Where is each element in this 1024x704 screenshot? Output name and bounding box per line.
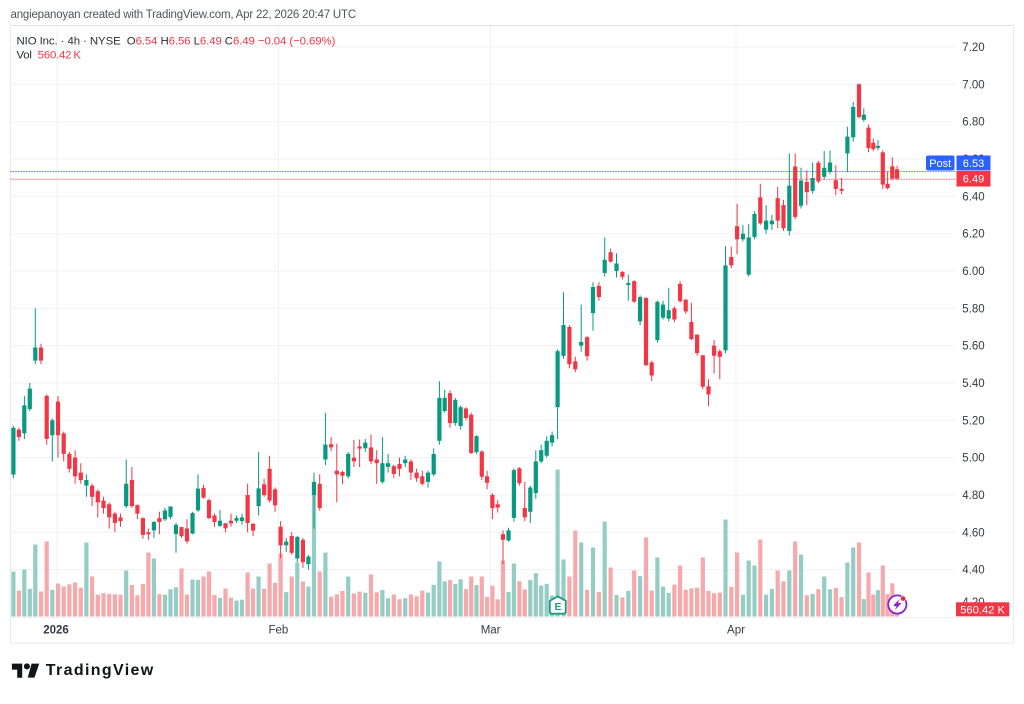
svg-text:TradingView: TradingView	[46, 662, 155, 679]
svg-text:E: E	[554, 601, 561, 613]
svg-text:Mar: Mar	[481, 625, 501, 637]
svg-text:6.40: 6.40	[962, 191, 984, 203]
svg-text:4.60: 4.60	[962, 527, 984, 539]
svg-text:6.80: 6.80	[962, 117, 984, 129]
svg-text:5.20: 5.20	[962, 415, 984, 427]
svg-text:4.40: 4.40	[962, 565, 984, 577]
svg-text:5.00: 5.00	[962, 453, 984, 465]
svg-text:6.49: 6.49	[963, 174, 984, 186]
svg-text:6.53: 6.53	[963, 158, 984, 170]
svg-text:5.40: 5.40	[962, 378, 984, 390]
svg-text:4.80: 4.80	[962, 490, 984, 502]
svg-text:NIO Inc. · 4h · NYSE O6.54 H6: NIO Inc. · 4h · NYSE O6.54 H6.56 L6.49 C…	[17, 36, 336, 48]
svg-text:560.42 K: 560.42 K	[960, 604, 1005, 616]
svg-text:Post: Post	[929, 158, 951, 170]
svg-text:5.60: 5.60	[962, 341, 984, 353]
svg-text:7.20: 7.20	[962, 42, 984, 54]
svg-text:7.00: 7.00	[962, 79, 984, 91]
svg-text:6.00: 6.00	[962, 266, 984, 278]
svg-text:Feb: Feb	[268, 625, 288, 637]
svg-text:6.20: 6.20	[962, 229, 984, 241]
svg-text:Vol 560.42 K: Vol 560.42 K	[17, 50, 82, 62]
svg-text:2026: 2026	[43, 625, 69, 637]
svg-text:angiepanoyan created with Trad: angiepanoyan created with TradingView.co…	[11, 9, 356, 21]
svg-text:5.80: 5.80	[962, 303, 984, 315]
svg-text:Apr: Apr	[727, 625, 745, 637]
